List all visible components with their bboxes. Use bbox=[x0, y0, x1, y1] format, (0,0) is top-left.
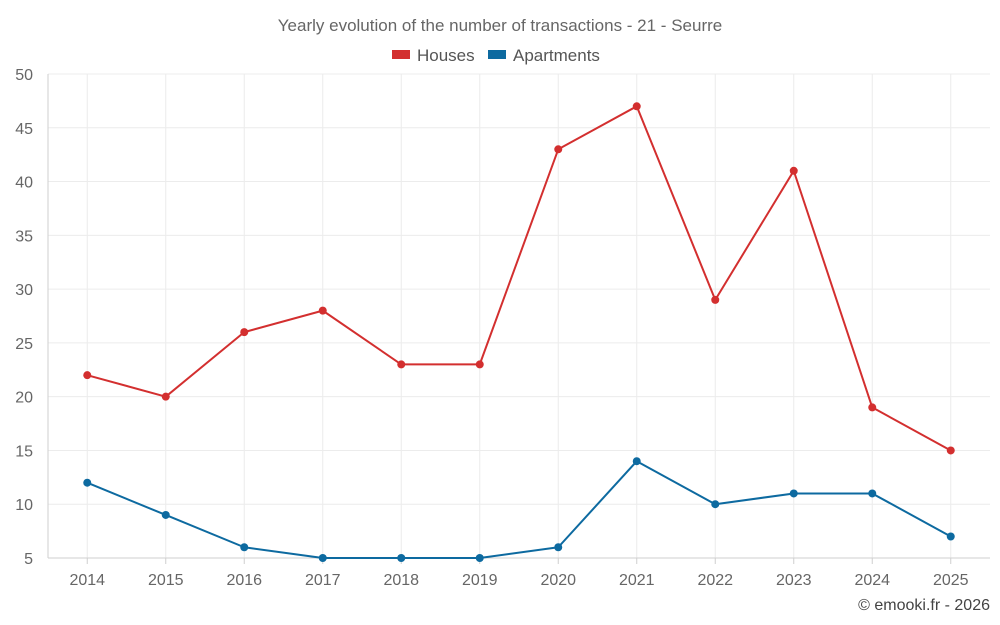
data-point-apartments-2018[interactable] bbox=[397, 554, 406, 562]
data-point-apartments-2020[interactable] bbox=[554, 543, 563, 552]
data-point-apartments-2015[interactable] bbox=[161, 510, 170, 519]
x-tick-label: 2024 bbox=[854, 572, 890, 589]
grid bbox=[48, 73, 990, 558]
y-tick-label: 40 bbox=[15, 175, 33, 192]
data-point-houses-2019[interactable] bbox=[475, 360, 484, 369]
data-point-apartments-2025[interactable] bbox=[946, 532, 955, 541]
legend-label-apartments[interactable]: Apartments bbox=[513, 46, 600, 65]
data-point-apartments-2017[interactable] bbox=[318, 554, 327, 562]
data-point-apartments-2024[interactable] bbox=[868, 489, 877, 498]
y-tick-label: 20 bbox=[15, 390, 33, 407]
y-tick-label: 5 bbox=[24, 551, 33, 568]
x-tick-label: 2017 bbox=[305, 572, 341, 589]
x-tick-label: 2019 bbox=[462, 572, 498, 589]
x-tick-label: 2014 bbox=[69, 572, 105, 589]
data-point-apartments-2021[interactable] bbox=[632, 457, 641, 466]
data-point-houses-2014[interactable] bbox=[83, 371, 92, 380]
x-tick-label: 2023 bbox=[776, 572, 812, 589]
data-point-houses-2016[interactable] bbox=[240, 328, 249, 337]
x-tick-label: 2018 bbox=[383, 572, 419, 589]
data-point-houses-2025[interactable] bbox=[946, 446, 955, 455]
data-point-apartments-2014[interactable] bbox=[83, 478, 92, 487]
x-tick-label: 2022 bbox=[697, 572, 733, 589]
series bbox=[83, 102, 955, 562]
data-point-houses-2023[interactable] bbox=[789, 166, 798, 175]
y-tick-label: 10 bbox=[15, 497, 33, 514]
legend: Houses Apartments bbox=[392, 46, 600, 65]
x-tick-label: 2025 bbox=[933, 572, 969, 589]
series-line-apartments bbox=[86, 460, 952, 559]
data-point-houses-2015[interactable] bbox=[161, 392, 170, 401]
x-tick-label: 2015 bbox=[148, 572, 184, 589]
data-point-apartments-2019[interactable] bbox=[475, 554, 484, 562]
legend-swatch-houses bbox=[392, 50, 410, 59]
x-tick-label: 2016 bbox=[226, 572, 262, 589]
data-point-apartments-2022[interactable] bbox=[711, 500, 720, 509]
x-tick-label: 2020 bbox=[540, 572, 576, 589]
y-tick-label: 30 bbox=[15, 282, 33, 299]
data-point-houses-2021[interactable] bbox=[632, 102, 641, 111]
data-point-houses-2018[interactable] bbox=[397, 360, 406, 369]
series-line-houses bbox=[86, 105, 952, 452]
y-tick-label: 50 bbox=[15, 67, 33, 84]
data-point-apartments-2016[interactable] bbox=[240, 543, 249, 552]
legend-label-houses[interactable]: Houses bbox=[417, 46, 475, 65]
chart-title: Yearly evolution of the number of transa… bbox=[278, 16, 722, 35]
legend-swatch-apartments bbox=[488, 50, 506, 59]
data-point-houses-2020[interactable] bbox=[554, 145, 563, 154]
y-tick-label: 25 bbox=[15, 336, 33, 353]
data-point-houses-2022[interactable] bbox=[711, 295, 720, 304]
credit-text: © emooki.fr - 2026 bbox=[858, 597, 990, 614]
data-point-apartments-2023[interactable] bbox=[789, 489, 798, 498]
data-point-houses-2017[interactable] bbox=[318, 306, 327, 315]
y-tick-label: 45 bbox=[15, 121, 33, 138]
x-tick-label: 2021 bbox=[619, 572, 655, 589]
data-point-houses-2024[interactable] bbox=[868, 403, 877, 412]
y-tick-label: 15 bbox=[15, 443, 33, 460]
y-tick-label: 35 bbox=[15, 228, 33, 245]
